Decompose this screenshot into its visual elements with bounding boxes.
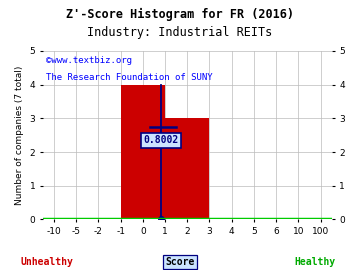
Bar <box>165 118 210 220</box>
Text: Healthy: Healthy <box>294 257 336 267</box>
Text: Score: Score <box>165 257 195 267</box>
Text: Unhealthy: Unhealthy <box>21 257 73 267</box>
Text: Z'-Score Histogram for FR (2016): Z'-Score Histogram for FR (2016) <box>66 8 294 21</box>
Text: ©www.textbiz.org: ©www.textbiz.org <box>46 56 132 65</box>
Text: Industry: Industrial REITs: Industry: Industrial REITs <box>87 26 273 39</box>
Bar <box>121 85 165 220</box>
Text: 0.8002: 0.8002 <box>143 135 178 145</box>
Y-axis label: Number of companies (7 total): Number of companies (7 total) <box>15 66 24 205</box>
Text: The Research Foundation of SUNY: The Research Foundation of SUNY <box>46 73 212 82</box>
